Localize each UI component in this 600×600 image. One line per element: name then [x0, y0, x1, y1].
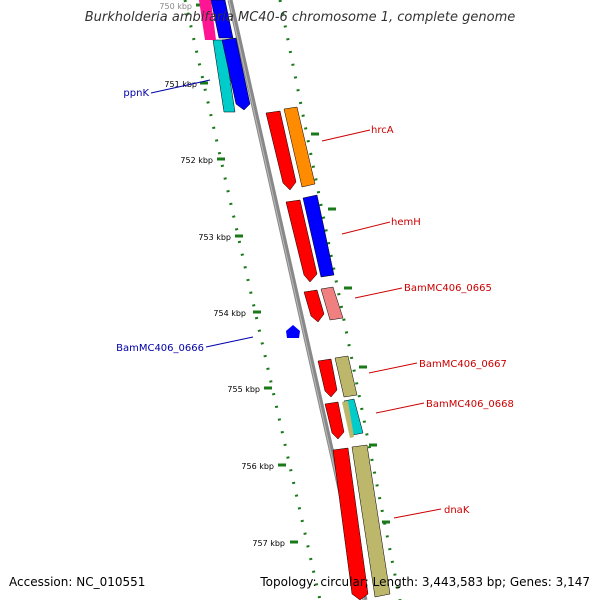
map-title: Burkholderia ambifaria MC40-6 chromosome… — [84, 10, 516, 25]
gene-feature-0668-tan[interactable] — [342, 401, 354, 438]
gene-label-ppnk[interactable]: ppnK — [123, 88, 149, 99]
gene-label-bammc406-0668[interactable]: BamMC406_0668 — [426, 399, 514, 410]
gene-feature-0665[interactable] — [320, 286, 344, 321]
scale-label-755: 755 kbp — [227, 385, 260, 394]
gene-feature-dnak[interactable] — [351, 444, 391, 598]
scale-ticks — [196, 3, 298, 544]
gene-feature-blue-ppnk[interactable] — [221, 37, 251, 111]
gene-feature-hrca[interactable] — [283, 106, 316, 188]
scale-label-750: 750 kbp — [159, 2, 192, 11]
gene-label-hemh[interactable]: hemH — [391, 217, 421, 228]
gene-feature-0667[interactable] — [334, 355, 358, 398]
gene-label-hrca[interactable]: hrcA — [371, 125, 394, 136]
gene-feature-hemh[interactable] — [302, 194, 335, 278]
gene-feature-red-4[interactable] — [317, 358, 338, 398]
gene-feature-ppnk-reverse[interactable] — [212, 39, 236, 113]
scale-labels: 750 kbp 751 kbp 752 kbp 753 kbp 754 kbp … — [159, 2, 285, 548]
gene-feature-0666[interactable] — [286, 325, 300, 338]
gene-label-dnak[interactable]: dnaK — [444, 505, 470, 516]
gene-feature-red-3[interactable] — [303, 289, 325, 323]
scale-label-752: 752 kbp — [180, 156, 213, 165]
gene-label-bammc406-0665[interactable]: BamMC406_0665 — [404, 283, 492, 294]
gene-feature-red-2[interactable] — [285, 199, 318, 283]
scale-label-753: 753 kbp — [198, 233, 231, 242]
gene-feature-red-5[interactable] — [324, 401, 345, 440]
gene-feature-red-1[interactable] — [265, 110, 297, 191]
gene-feature-pink[interactable] — [199, 0, 216, 40]
scale-label-751: 751 kbp — [164, 80, 197, 89]
label-connectors — [150, 79, 442, 519]
scale-label-757: 757 kbp — [252, 539, 285, 548]
scale-label-756: 756 kbp — [241, 462, 274, 471]
outer-ticks — [311, 132, 390, 524]
gene-feature-red-6[interactable] — [332, 447, 369, 600]
genome-summary-text: Topology: circular; Length: 3,443,583 bp… — [260, 575, 590, 589]
gene-feature-blue-top[interactable] — [210, 0, 234, 39]
gene-label-bammc406-0667[interactable]: BamMC406_0667 — [419, 359, 507, 370]
gene-label-bammc406-0666[interactable]: BamMC406_0666 — [116, 343, 204, 354]
accession-text: Accession: NC_010551 — [9, 575, 146, 589]
scale-label-754: 754 kbp — [213, 309, 246, 318]
